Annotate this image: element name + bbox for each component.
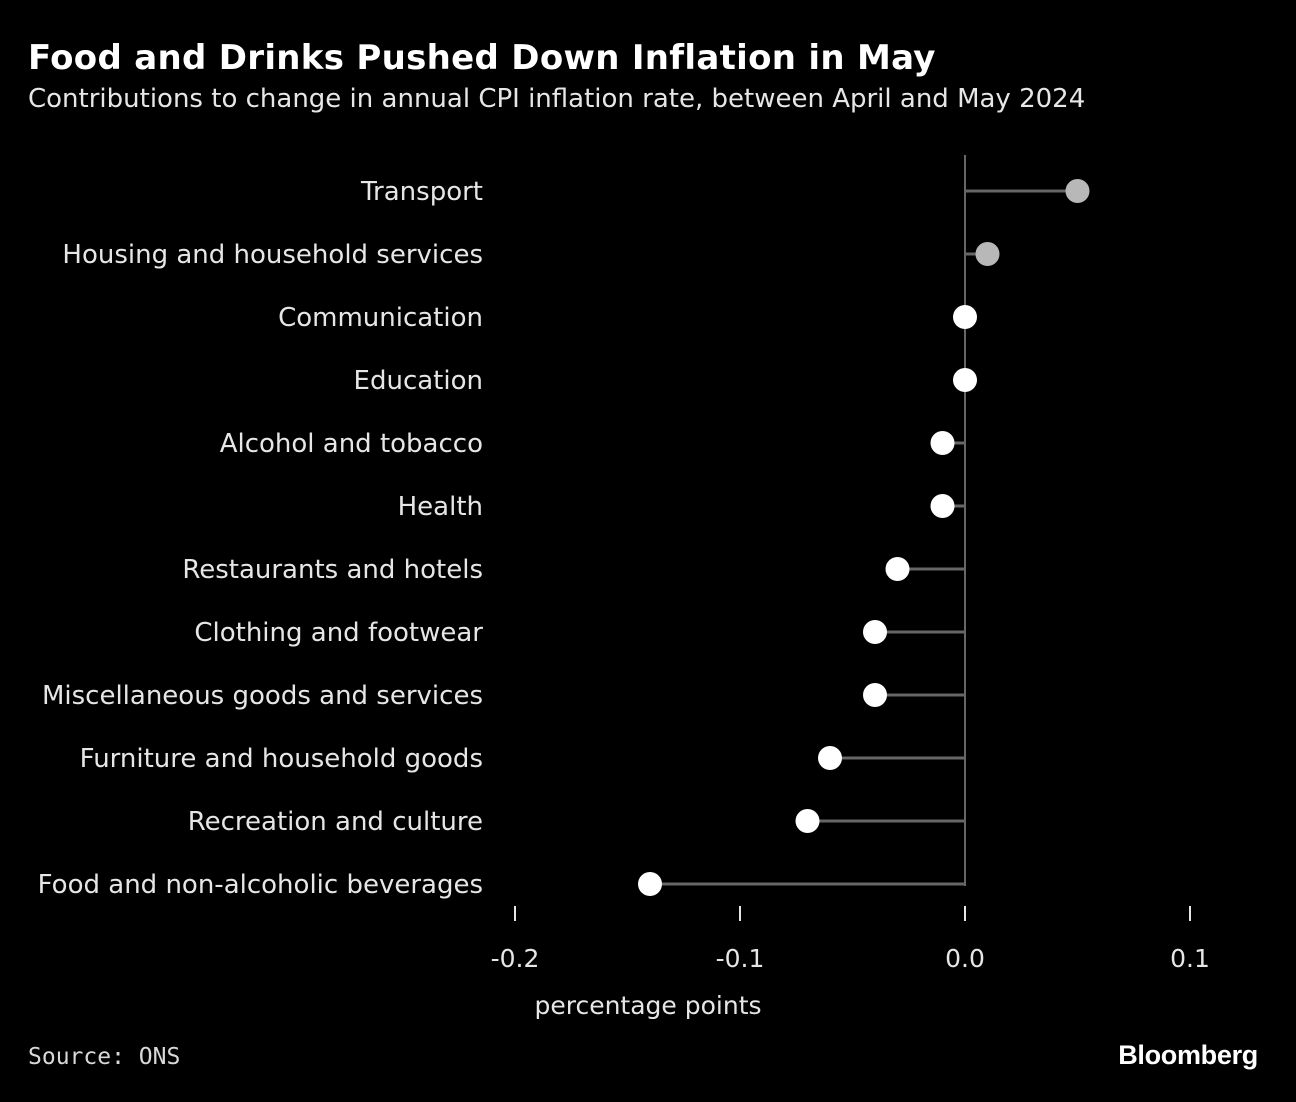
stems bbox=[650, 189, 1078, 886]
data-point bbox=[975, 242, 1000, 266]
data-point bbox=[1065, 179, 1090, 203]
category-label: Transport bbox=[360, 177, 483, 207]
x-tick-label: 0.1 bbox=[1170, 944, 1210, 973]
category-label: Alcohol and tobacco bbox=[220, 429, 483, 459]
category-label: Health bbox=[398, 492, 483, 522]
data-point bbox=[953, 368, 977, 392]
x-tick-label: -0.2 bbox=[491, 944, 540, 973]
category-label: Housing and household services bbox=[62, 240, 483, 270]
data-points bbox=[638, 179, 1090, 896]
chart-subtitle: Contributions to change in annual CPI in… bbox=[28, 84, 1086, 114]
category-label: Food and non-alcoholic beverages bbox=[38, 870, 483, 900]
data-point bbox=[638, 872, 662, 896]
x-axis-ticks: -0.2 -0.1 0.0 0.1 bbox=[491, 906, 1210, 973]
bloomberg-logo: Bloomberg bbox=[1118, 1040, 1258, 1070]
x-tick-label: -0.1 bbox=[716, 944, 765, 973]
category-label: Communication bbox=[278, 303, 483, 333]
source-note: Source: ONS bbox=[28, 1044, 181, 1070]
data-point bbox=[953, 305, 977, 329]
category-label: Restaurants and hotels bbox=[182, 555, 483, 585]
category-label: Miscellaneous goods and services bbox=[42, 681, 483, 711]
x-axis-title: percentage points bbox=[534, 991, 761, 1020]
category-label: Clothing and footwear bbox=[194, 618, 483, 648]
data-point bbox=[863, 620, 887, 644]
data-point bbox=[795, 809, 820, 833]
data-point bbox=[863, 683, 887, 707]
chart-title: Food and Drinks Pushed Down Inflation in… bbox=[28, 38, 936, 78]
data-point bbox=[930, 494, 955, 518]
x-tick-label: 0.0 bbox=[945, 944, 985, 973]
category-label: Education bbox=[354, 366, 483, 396]
data-point bbox=[885, 557, 910, 581]
category-label: Recreation and culture bbox=[188, 807, 483, 837]
data-point bbox=[818, 746, 842, 770]
data-point bbox=[930, 431, 955, 455]
category-label: Furniture and household goods bbox=[80, 744, 483, 774]
category-labels: Transport Housing and household services C… bbox=[38, 177, 484, 900]
